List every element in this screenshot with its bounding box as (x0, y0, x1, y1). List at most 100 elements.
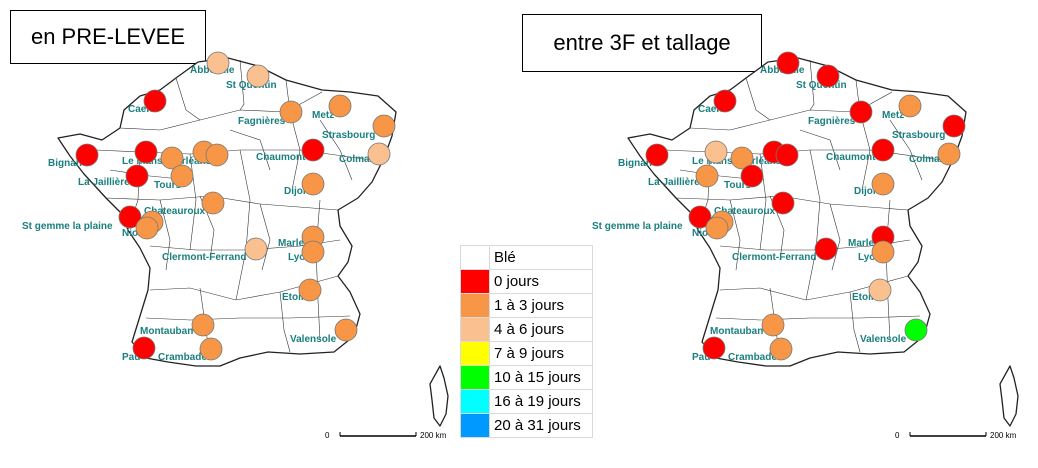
city-label-etoile: Etoile (282, 292, 310, 303)
site-marker-niort (135, 216, 159, 240)
site-marker-clermont-ferrand (814, 237, 838, 261)
scale-start: 0 (325, 431, 330, 440)
city-label-fagnieres: Fagnières (808, 116, 856, 127)
department-border (145, 315, 351, 321)
site-marker-tours (170, 164, 194, 188)
site-marker-colmar (367, 142, 391, 166)
city-label-bignan: Bignan (618, 158, 652, 169)
legend-row: 16 à 19 jours (460, 389, 593, 414)
site-marker-pau (132, 336, 156, 360)
department-border (715, 315, 921, 321)
city-label-dijon: Dijon (284, 186, 309, 197)
department-border (809, 59, 815, 111)
department-border (799, 129, 841, 171)
site-marker-la-jailli-re (695, 164, 719, 188)
legend-swatch-10-15-jours (460, 365, 490, 390)
site-marker-caen (143, 89, 167, 113)
city-label-orleans: Orléans (744, 156, 782, 167)
legend-label: 0 jours (489, 269, 593, 294)
site-marker-fagni-res (279, 100, 303, 124)
legend-label: 20 à 31 jours (489, 413, 593, 438)
department-border (319, 119, 353, 181)
scale-end: 200 km (990, 431, 1017, 440)
site-marker-lyon (301, 240, 325, 264)
legend-row: 10 à 15 jours (460, 365, 593, 390)
site-marker-pau (702, 336, 726, 360)
corsica-outline (999, 365, 1019, 427)
city-label-niort: Niort (692, 228, 716, 239)
city-label-colmar: Colmar (909, 154, 944, 165)
legend-label: 7 à 9 jours (489, 341, 593, 366)
site-marker-etoile (868, 278, 892, 302)
site-marker-niort (705, 216, 729, 240)
site-marker-la-jailli-re (125, 164, 149, 188)
site-marker-tours (740, 164, 764, 188)
site-marker-crambade (199, 337, 223, 361)
site-marker-le-mans (134, 140, 158, 164)
city-label-pau: Pau (122, 352, 140, 363)
department-border (285, 79, 301, 191)
city-label-st_gemme: St gemme la plaine (22, 221, 113, 232)
city-label-strasbourg: Strasbourg (892, 130, 945, 141)
site-marker-chaumont (871, 138, 895, 162)
site-marker-chateauroux (201, 191, 225, 215)
legend-row: 1 à 3 jours (460, 293, 593, 318)
city-label-bignan: Bignan (48, 158, 82, 169)
department-border (159, 199, 171, 271)
city-label-clermont: Clermont-Ferrand (732, 252, 816, 263)
site-marker-st-quentin (816, 64, 840, 88)
legend-swatch-1-3-jours (460, 293, 490, 318)
map-title-3f-tallage: entre 3F et tallage (522, 14, 762, 72)
site-marker-le-mans-2 (730, 146, 754, 170)
site-marker-crambade (769, 337, 793, 361)
city-label-st_quentin: St Quentin (796, 80, 847, 91)
site-marker-metz (898, 94, 922, 118)
map-title-pre-levee: en PRE-LEVEE (10, 10, 206, 64)
site-marker-chateauroux (771, 191, 795, 215)
site-marker-le-mans-2 (160, 146, 184, 170)
legend-header: Blé (489, 245, 593, 270)
city-label-valensole: Valensole (290, 334, 337, 345)
city-label-tours: Tours (154, 180, 181, 191)
department-border (829, 203, 841, 271)
department-border (889, 119, 923, 181)
legend: Blé 0 jours 1 à 3 jours 4 à 6 jours 7 à … (460, 245, 593, 438)
site-marker-colmar (937, 142, 961, 166)
department-border (315, 199, 321, 341)
department-border (885, 199, 891, 341)
site-marker-fagni-res (849, 100, 873, 124)
department-border (239, 59, 245, 111)
site-marker-le-mans (704, 140, 728, 164)
city-label-metz: Metz (882, 110, 904, 121)
city-label-marleux: Marleux (278, 238, 316, 249)
legend-row: 0 jours (460, 269, 593, 294)
city-label-colmar: Colmar (339, 154, 374, 165)
city-label-crambade: Crambade (158, 352, 207, 363)
department-border (759, 153, 767, 251)
legend-row: 20 à 31 jours (460, 413, 593, 438)
department-border (259, 203, 271, 271)
city-label-lyon: Lyon (288, 252, 312, 263)
legend-swatch-20-31-jours (460, 413, 490, 438)
map-panel-3f-tallage: AbbevilleSt QuentinCaenMetzFagnièresStra… (592, 51, 1019, 440)
department-border (229, 129, 271, 171)
city-label-valensole: Valensole (860, 334, 907, 345)
city-label-la_jailliere: La Jaillière (78, 177, 130, 188)
site-marker-lyon (871, 240, 895, 264)
city-label-fagnieres: Fagnières (238, 116, 286, 127)
site-marker-strasbourg (942, 114, 966, 138)
city-label-lyon: Lyon (858, 252, 882, 263)
legend-row: 7 à 9 jours (460, 341, 593, 366)
legend-swatch-4-6-jours (460, 317, 490, 342)
site-marker-montauban (761, 313, 785, 337)
city-label-la_jailliere: La Jaillière (648, 177, 700, 188)
site-marker-valensole (904, 318, 928, 342)
site-marker-st-gemme-la-plaine (118, 205, 142, 229)
city-label-marleux: Marleux (848, 238, 886, 249)
department-border (279, 291, 291, 353)
city-label-caen: Caen (698, 104, 722, 115)
site-marker-caen (713, 89, 737, 113)
city-label-chateauroux: Chateauroux (144, 206, 206, 217)
legend-header-spacer (460, 245, 490, 270)
site-marker-chaumont (301, 138, 325, 162)
